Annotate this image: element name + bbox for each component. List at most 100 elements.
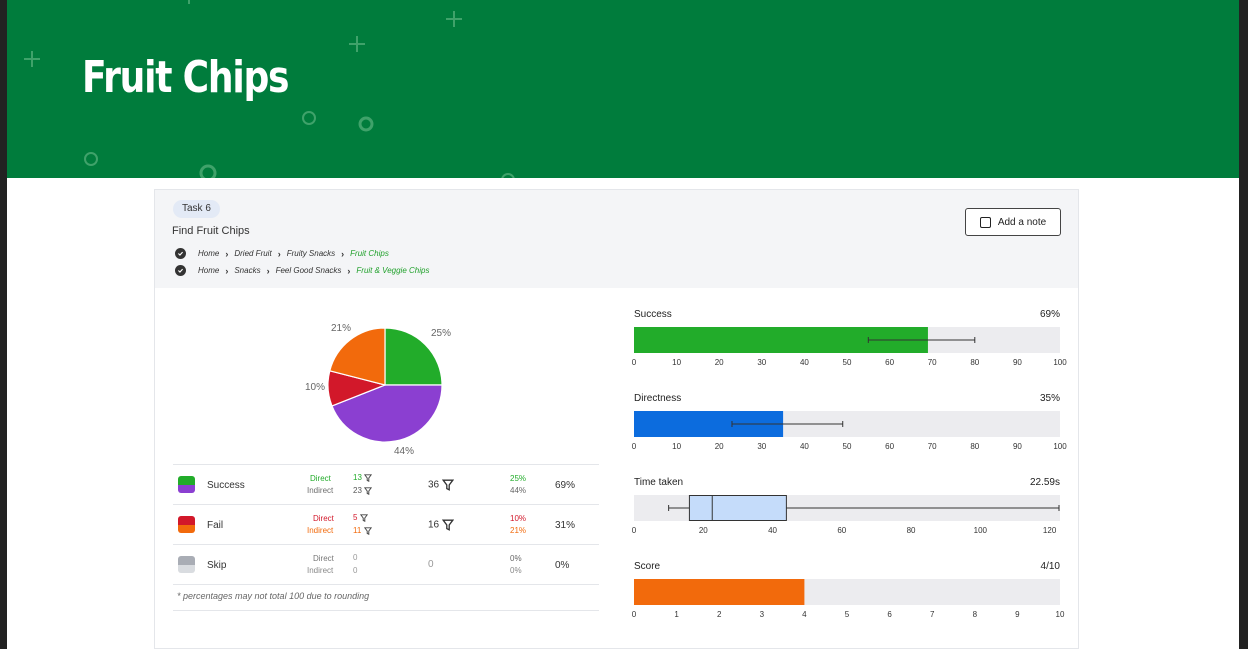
axis-tick-label: 5 [844,610,850,619]
metric-value: 35% [1039,393,1060,404]
metric-bar-svg [634,411,844,437]
direct-label: Direct [310,474,331,483]
indirect-label: Indirect [307,566,334,575]
row-label: Skip [207,560,227,571]
chevron-right-icon: › [225,248,229,259]
indirect-count: 0 [353,566,358,575]
indirect-label: Indirect [307,526,334,535]
axis-tick-label: 10 [672,358,682,367]
skip-swatch [178,556,195,573]
header-banner: Fruit Chips [7,0,1239,178]
page-frame: Fruit Chips Task 6 Find Fruit Chips Home… [7,0,1239,649]
table-row-skip: Skip Direct Indirect 0 0 0 0% 0% 0% [173,544,599,584]
table-footer-row [173,584,599,611]
direct-count: 0 [353,553,358,562]
metric-title: Directness [634,393,682,404]
task-header: Task 6 Find Fruit Chips Home › Dried Fru… [155,190,1078,288]
breadcrumb-destination: Fruit & Veggie Chips [356,266,430,275]
filter-icon [363,527,372,535]
metric-track [634,579,1060,605]
chevron-right-icon: › [347,265,351,276]
metric-boxplot-svg [668,495,1060,521]
axis-tick-label: 8 [972,610,978,619]
metric-bar-svg [634,327,976,353]
row-percent: 31% [555,520,576,531]
results-pie-chart: 25% 44% 10% 21% [300,310,470,465]
filter-icon [364,474,373,482]
breadcrumb-item: Home [198,249,220,258]
filter-icon [441,519,454,531]
pie-svg [327,327,443,443]
axis-tick-label: 40 [768,526,777,535]
row-label: Fail [207,520,224,531]
breadcrumb-item: Snacks [234,266,261,275]
total-count[interactable]: 16 [428,519,454,531]
filter-icon [441,479,454,491]
total-count[interactable]: 36 [428,479,454,491]
axis-tick-label: 100 [973,526,988,535]
task-badge: Task 6 [173,200,220,218]
axis-tick-label: 0 [631,358,637,367]
indirect-percent: 44% [510,486,527,495]
metric-fill [634,579,805,605]
check-circle-icon [175,265,186,276]
row-percent: 69% [555,480,576,491]
pie-label-direct-fail: 10% [305,382,326,393]
correct-path-2: Home › Snacks › Feel Good Snacks › Fruit… [175,265,429,276]
metric-axis: 0 10 20 30 40 50 60 70 80 90 100 [631,358,1067,370]
axis-tick-label: 4 [802,610,807,619]
indirect-label: Indirect [307,486,334,495]
breadcrumb-item: Feel Good Snacks [275,266,342,275]
chevron-right-icon: › [277,248,281,259]
indirect-count[interactable]: 23 [353,486,373,495]
correct-path-1: Home › Dried Fruit › Fruity Snacks › Fru… [175,248,389,259]
iqr-box [688,495,787,521]
axis-tick-label: 100 [1053,358,1067,367]
metric-track [634,411,1060,437]
indirect-count[interactable]: 11 [353,526,372,535]
direct-percent: 10% [510,514,527,523]
metric-value: 22.59s [1029,477,1060,488]
filter-icon [364,487,373,495]
chevron-right-icon: › [225,265,229,276]
axis-tick-label: 0 [631,526,637,535]
metric-axis: 0 20 40 60 80 100 120 [631,526,1060,538]
direct-percent: 25% [510,474,527,483]
note-icon [979,216,991,228]
axis-tick-label: 7 [929,610,935,619]
direct-count[interactable]: 5 [353,513,368,522]
page-title: Fruit Chips [82,52,290,103]
axis-tick-label: 6 [887,610,892,619]
add-note-label: Add a note [997,216,1047,228]
axis-tick-label: 50 [842,442,852,451]
metric-value: 69% [1039,309,1060,320]
row-percent: 0% [555,560,570,571]
axis-tick-label: 20 [698,526,708,535]
fail-swatch [178,516,195,533]
direct-percent: 0% [510,554,522,563]
metric-track [634,495,1060,521]
breadcrumb-item: Fruity Snacks [286,249,336,258]
metric-track [634,327,1060,353]
metric-title: Time taken [634,477,684,488]
row-label: Success [207,480,245,491]
chevron-right-icon: › [266,265,270,276]
axis-tick-label: 80 [970,358,980,367]
breadcrumb-item: Home [198,266,220,275]
direct-label: Direct [313,554,334,563]
axis-tick-label: 1 [674,610,679,619]
success-swatch [178,476,195,493]
axis-tick-label: 2 [716,610,722,619]
axis-tick-label: 20 [714,442,724,451]
pie-slice-direct-success [384,327,443,386]
direct-count[interactable]: 13 [353,473,373,482]
pie-label-indirect-fail: 21% [331,323,352,334]
metric-time-taken: Time taken 22.59s 0 20 40 60 80 100 120 [631,477,1060,541]
add-note-button[interactable]: Add a note [965,208,1061,236]
metric-axis: 0 10 20 30 40 50 60 70 80 90 100 [631,442,1067,454]
axis-tick-label: 70 [927,442,937,451]
metric-score: Score 4/10 0 1 2 3 4 5 6 7 8 9 10 [632,561,1065,625]
task-title: Find Fruit Chips [172,225,250,237]
axis-tick-label: 0 [631,442,637,451]
metric-title: Success [634,309,672,320]
